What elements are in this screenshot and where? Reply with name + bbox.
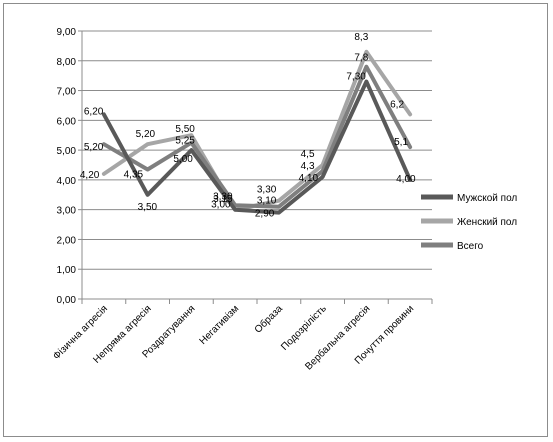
series-line <box>101 64 413 209</box>
data-label: 3,30 <box>257 185 277 196</box>
y-tick-label: 5,00 <box>57 146 77 157</box>
chart-frame <box>3 3 548 437</box>
data-label: 5,00 <box>173 154 193 165</box>
y-tick-label: 3,00 <box>57 206 77 217</box>
data-label: 3,00 <box>211 200 231 211</box>
y-tick-label: 8,00 <box>57 57 77 68</box>
data-label: 5,1 <box>394 137 408 148</box>
data-label: 3,30 <box>213 192 233 203</box>
data-label: 3,50 <box>138 202 158 213</box>
y-tick-label: 9,00 <box>57 27 77 38</box>
data-label: 4,10 <box>299 173 319 184</box>
gridlines <box>82 30 432 270</box>
data-label: 7,30 <box>346 72 366 83</box>
data-label: 3,15 <box>213 194 233 205</box>
y-tick-label: 2,00 <box>57 235 77 246</box>
y-tick-label: 6,00 <box>57 116 77 127</box>
data-label: 2,90 <box>255 209 275 220</box>
data-label: 5,25 <box>175 136 195 147</box>
data-label: 5,20 <box>84 142 104 153</box>
data-labels: 6,20 3,50 5,00 3,00 2,90 4,10 7,30 4,00 4,20 5,20… <box>80 32 416 220</box>
data-label: 4,3 <box>301 161 315 172</box>
data-label: 5,20 <box>136 129 156 140</box>
series-lines <box>101 49 413 215</box>
data-label: 6,20 <box>84 106 104 117</box>
data-label: 8,3 <box>354 32 368 43</box>
y-tick-labels: 0,00 1,00 2,00 3,00 4,00 5,00 6,00 7,00 8,00 9,00 <box>57 27 77 306</box>
y-tick-label: 0,00 <box>57 295 77 306</box>
y-tick-label: 4,00 <box>57 176 77 187</box>
series-line <box>101 79 413 215</box>
axes <box>78 30 433 304</box>
data-label: 6,2 <box>390 99 404 110</box>
data-label: 3,10 <box>257 196 277 207</box>
legend-label: Мужской пол <box>457 193 517 204</box>
legend-label: Женский пол <box>457 217 517 228</box>
data-label: 5,50 <box>175 124 195 135</box>
data-label: 4,00 <box>396 174 416 185</box>
data-label: 4,5 <box>301 149 315 160</box>
legend-label: Всего <box>457 241 484 252</box>
x-tick-label: Образа <box>252 302 285 335</box>
x-tick-label: Негативізм <box>198 303 242 347</box>
data-label: 7,8 <box>354 53 368 64</box>
data-label: 4,35 <box>124 169 144 180</box>
y-tick-label: 1,00 <box>57 265 77 276</box>
legend: Мужской пол Женский пол Всего <box>421 193 517 252</box>
y-tick-label: 7,00 <box>57 87 77 98</box>
data-label: 4,20 <box>80 170 100 181</box>
